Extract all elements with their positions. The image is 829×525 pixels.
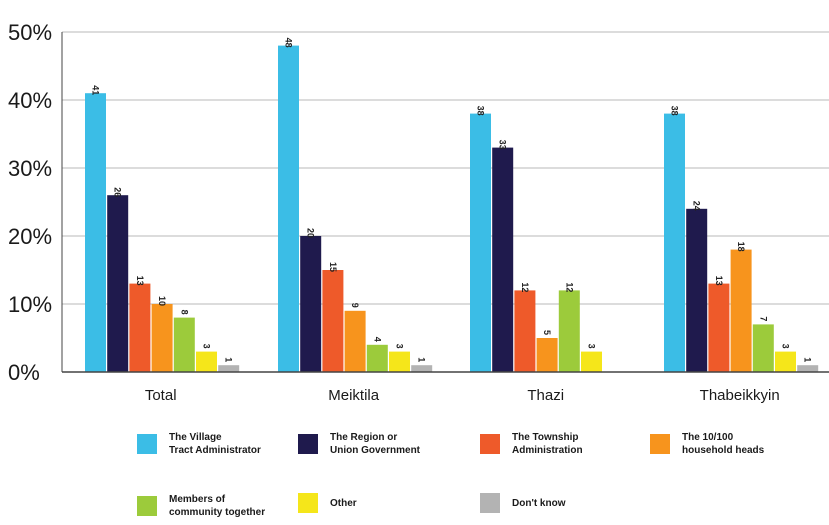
- bar: [752, 324, 774, 372]
- bar: [173, 317, 195, 372]
- data-label: 12: [520, 282, 530, 292]
- bar: [775, 351, 796, 372]
- category-label: Thabeikkyin: [700, 387, 780, 404]
- data-label: 3: [395, 344, 405, 349]
- data-label: 3: [587, 344, 597, 349]
- data-label: 10: [157, 296, 167, 306]
- data-label: 18: [736, 242, 746, 252]
- bar: [107, 195, 129, 372]
- data-label: 4: [372, 337, 382, 342]
- category-label: Thazi: [527, 387, 564, 404]
- bar: [492, 147, 514, 372]
- bar: [797, 365, 819, 372]
- data-label: 1: [224, 357, 234, 362]
- bar: [129, 283, 151, 372]
- data-label: 41: [91, 85, 101, 95]
- data-label: 48: [284, 38, 294, 48]
- bar: [344, 310, 366, 372]
- data-label: 5: [542, 330, 552, 335]
- bar: [581, 351, 602, 372]
- bar: [411, 365, 433, 372]
- data-label: 24: [692, 201, 702, 211]
- bar: [218, 365, 240, 372]
- bar: [708, 283, 730, 372]
- data-label: 13: [135, 276, 145, 286]
- data-label: 15: [328, 262, 338, 272]
- category-label: Meiktila: [328, 387, 380, 404]
- bar: [278, 45, 299, 372]
- y-tick-label: 0%: [8, 360, 40, 385]
- y-tick-label: 50%: [8, 20, 52, 45]
- data-label: 12: [564, 282, 574, 292]
- bar: [151, 304, 173, 372]
- data-label: 3: [202, 344, 212, 349]
- data-label: 1: [803, 357, 813, 362]
- bar: [686, 208, 708, 372]
- bar: [470, 113, 491, 372]
- bar: [196, 351, 217, 372]
- data-label: 13: [714, 276, 724, 286]
- y-tick-label: 20%: [8, 224, 52, 249]
- data-label: 9: [350, 303, 360, 308]
- data-label: 38: [670, 106, 680, 116]
- bar: [300, 236, 322, 372]
- data-label: 26: [113, 187, 123, 197]
- bar: [389, 351, 410, 372]
- bar: [514, 290, 536, 372]
- y-tick-label: 40%: [8, 88, 52, 113]
- bar: [536, 338, 558, 372]
- data-label: 7: [758, 316, 768, 321]
- data-label: 38: [476, 106, 486, 116]
- data-label: 8: [179, 310, 189, 315]
- bar: [664, 113, 685, 372]
- data-label: 3: [781, 344, 791, 349]
- y-tick-label: 10%: [8, 292, 52, 317]
- data-label: 33: [498, 140, 508, 150]
- bar: [730, 249, 752, 372]
- bar: [558, 290, 580, 372]
- y-tick-label: 30%: [8, 156, 52, 181]
- bar: [85, 93, 106, 372]
- bar: [322, 270, 344, 372]
- bar: [366, 344, 388, 372]
- category-label: Total: [145, 387, 177, 404]
- data-label: 1: [417, 357, 427, 362]
- data-label: 20: [306, 228, 316, 238]
